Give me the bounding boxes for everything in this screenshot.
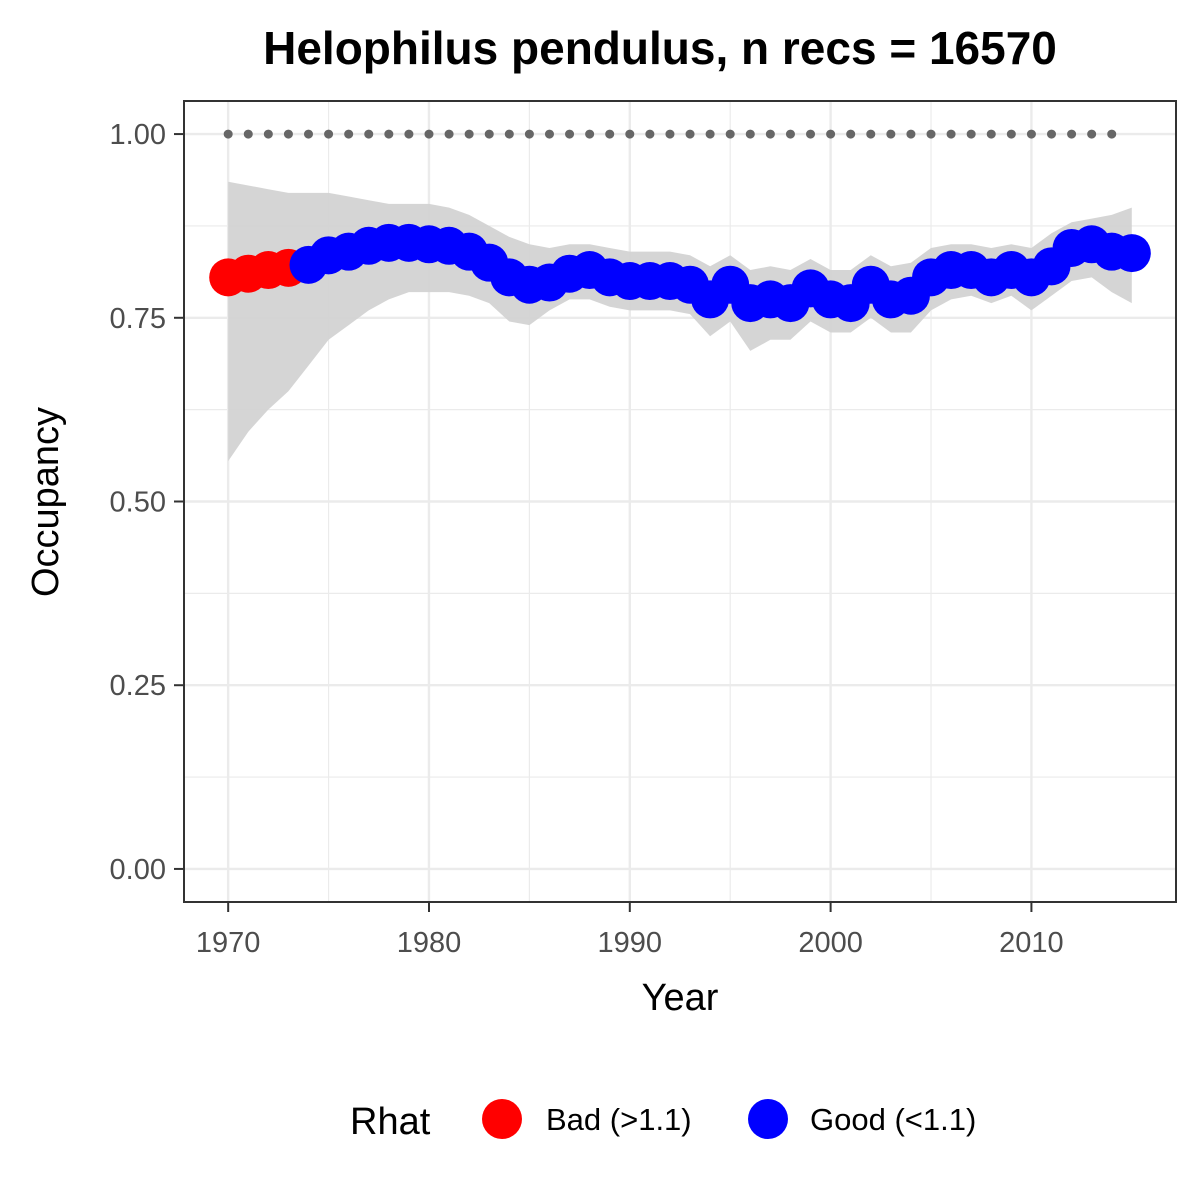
- reference-point: [484, 129, 494, 139]
- reference-point: [1067, 129, 1077, 139]
- reference-point: [745, 129, 755, 139]
- reference-point: [605, 129, 615, 139]
- reference-point: [926, 129, 936, 139]
- reference-point: [404, 129, 414, 139]
- reference-point: [886, 129, 896, 139]
- reference-point: [685, 129, 695, 139]
- reference-point: [524, 129, 534, 139]
- legend-bad-label: Bad (>1.1): [546, 1102, 692, 1137]
- reference-point: [424, 129, 434, 139]
- reference-point: [444, 129, 454, 139]
- occupancy-point: [1112, 234, 1151, 273]
- x-axis-title: Year: [642, 977, 719, 1019]
- reference-point: [946, 129, 956, 139]
- y-tick-label: 0.75: [110, 303, 166, 335]
- x-tick-label: 2010: [999, 927, 1064, 959]
- reference-point: [504, 129, 514, 139]
- x-tick-label: 1980: [397, 927, 462, 959]
- reference-point: [243, 129, 253, 139]
- reference-point: [565, 129, 575, 139]
- reference-point: [364, 129, 374, 139]
- reference-point: [665, 129, 675, 139]
- legend-good-swatch: [748, 1099, 788, 1139]
- reference-point: [544, 129, 554, 139]
- reference-point: [725, 129, 735, 139]
- reference-point: [966, 129, 976, 139]
- y-axis-title: Occupancy: [25, 407, 67, 597]
- y-tick-label: 0.25: [110, 670, 166, 702]
- x-axis-ticks: 1970 1980 1990 2000 2010: [196, 902, 1064, 959]
- reference-point: [765, 129, 775, 139]
- reference-point: [223, 129, 233, 139]
- reference-point: [464, 129, 474, 139]
- reference-point: [324, 129, 334, 139]
- reference-point: [263, 129, 273, 139]
- reference-point: [785, 129, 795, 139]
- reference-point: [645, 129, 655, 139]
- legend-bad-swatch: [482, 1099, 522, 1139]
- reference-point: [986, 129, 996, 139]
- x-tick-label: 1970: [196, 927, 261, 959]
- y-tick-label: 1.00: [110, 119, 166, 151]
- reference-point: [304, 129, 314, 139]
- reference-point: [585, 129, 595, 139]
- chart-title: Helophilus pendulus, n recs = 16570: [263, 22, 1057, 74]
- reference-point: [1006, 129, 1016, 139]
- x-tick-label: 1990: [598, 927, 663, 959]
- x-tick-label: 2000: [798, 927, 863, 959]
- reference-point: [384, 129, 394, 139]
- reference-point: [1087, 129, 1097, 139]
- y-axis-ticks: 0.00 0.25 0.50 0.75 1.00: [110, 119, 184, 886]
- y-tick-label: 0.50: [110, 487, 166, 519]
- data-points-layer: [209, 223, 1151, 323]
- reference-point: [846, 129, 856, 139]
- legend-good-label: Good (<1.1): [810, 1102, 976, 1137]
- reference-point: [1107, 129, 1117, 139]
- reference-point: [906, 129, 916, 139]
- reference-line-layer: [223, 129, 1117, 139]
- reference-point: [826, 129, 836, 139]
- reference-point: [344, 129, 354, 139]
- reference-point: [1026, 129, 1036, 139]
- reference-point: [806, 129, 816, 139]
- y-tick-label: 0.00: [110, 854, 166, 886]
- legend: Rhat Bad (>1.1) Good (<1.1): [350, 1099, 976, 1143]
- reference-point: [1046, 129, 1056, 139]
- reference-point: [705, 129, 715, 139]
- legend-title: Rhat: [350, 1101, 431, 1143]
- reference-point: [625, 129, 635, 139]
- reference-point: [866, 129, 876, 139]
- reference-point: [283, 129, 293, 139]
